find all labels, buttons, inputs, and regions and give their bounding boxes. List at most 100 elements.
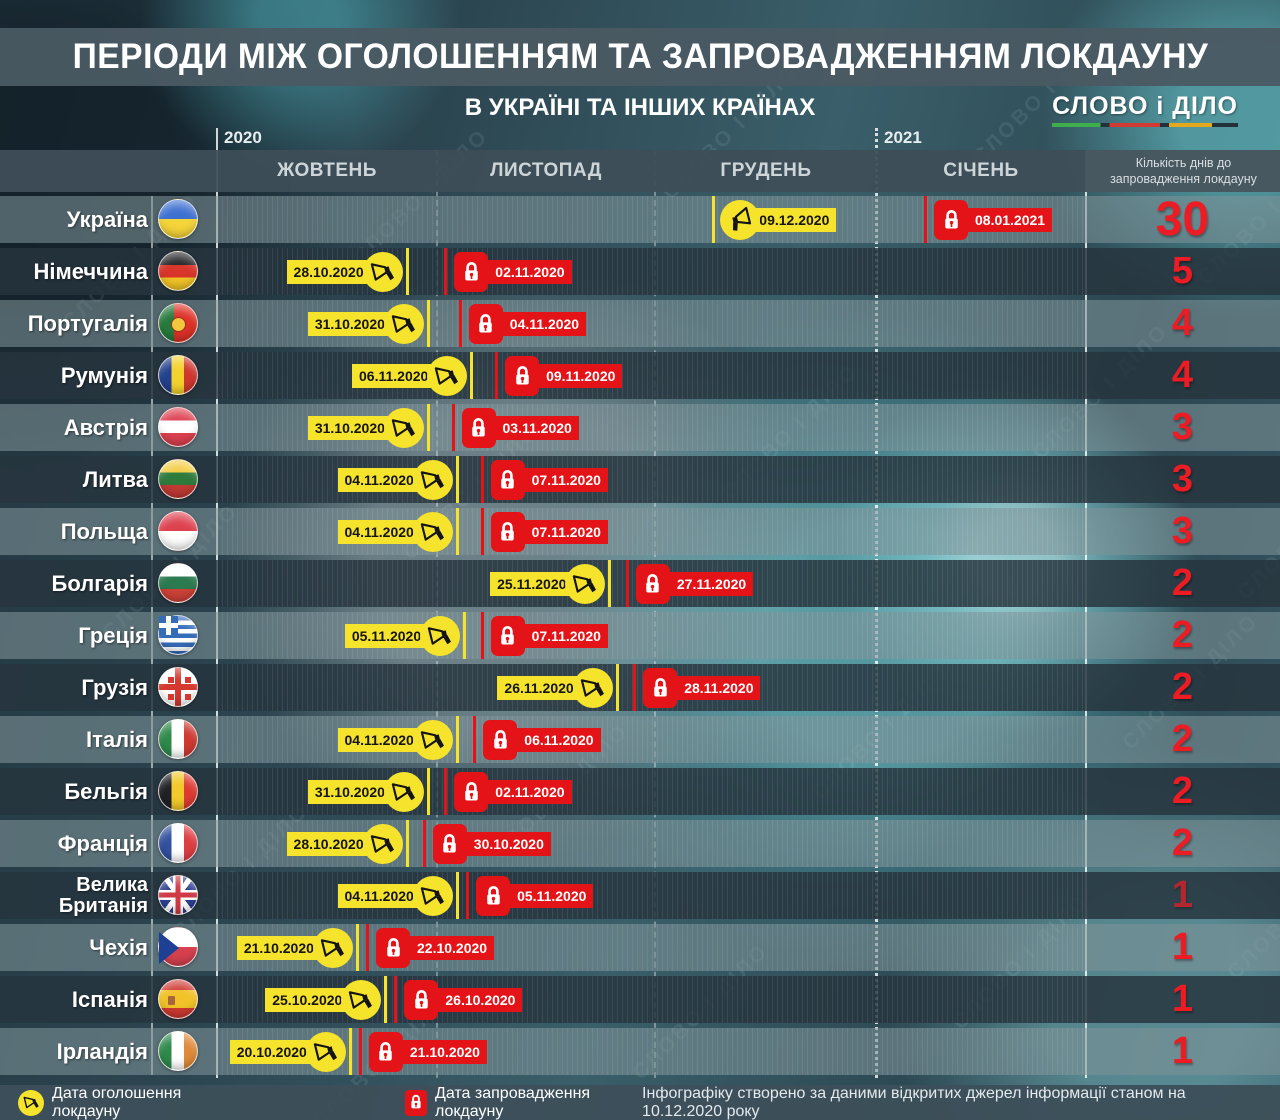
country-row-greece: Греція 05.11.2020 07.11.2020 2 xyxy=(0,612,1280,659)
lock-icon xyxy=(490,615,525,656)
megaphone-icon xyxy=(572,667,613,708)
country-label: Румунія xyxy=(60,363,148,388)
announce-marker: 04.11.2020 xyxy=(337,508,459,555)
lockdown-date-line xyxy=(422,820,426,867)
lock-icon xyxy=(454,251,489,292)
days-count: 3 xyxy=(1171,406,1194,448)
announce-date-line xyxy=(384,976,388,1023)
row-band xyxy=(0,248,1280,295)
row-band xyxy=(0,352,1280,399)
lockdown-date: 08.01.2021 xyxy=(968,207,1053,232)
year-label-2021: 2021 xyxy=(884,128,922,147)
days-count: 5 xyxy=(1171,250,1194,292)
lock-icon xyxy=(461,407,496,448)
days-count: 2 xyxy=(1171,718,1194,760)
lockdown-date: 30.10.2020 xyxy=(466,831,551,856)
lockdown-marker: 03.11.2020 xyxy=(451,404,579,451)
announce-date: 05.11.2020 xyxy=(344,623,429,648)
source-note: Інфографіку створено за даними відкритих… xyxy=(642,1084,1186,1120)
lockdown-marker: 02.11.2020 xyxy=(444,248,572,295)
lockdown-date-line xyxy=(458,300,462,347)
announce-date: 04.11.2020 xyxy=(337,467,421,492)
megaphone-icon xyxy=(565,563,606,604)
brand-logo: СЛОВО і ДІЛО xyxy=(1052,92,1238,127)
announce-marker: 04.11.2020 xyxy=(337,456,459,503)
days-count: 1 xyxy=(1171,874,1194,916)
country-row-ukraine: Україна 09.12.2020 08.01.2021 30 xyxy=(0,193,1280,246)
lock-icon xyxy=(643,667,678,708)
megaphone-icon xyxy=(383,407,424,448)
legend-lockdown-label: Дата запровадження локдауну xyxy=(435,1084,591,1120)
announce-marker: 25.11.2020 xyxy=(490,560,612,607)
lockdown-marker: 09.11.2020 xyxy=(495,352,623,399)
month-header-october: ЖОВТЕНЬ xyxy=(277,160,377,181)
megaphone-icon xyxy=(312,927,353,968)
row-band xyxy=(0,976,1280,1023)
row-band xyxy=(0,612,1280,659)
megaphone-icon xyxy=(412,459,453,500)
country-row-romania: Румунія 06.11.2020 09.11.2020 4 xyxy=(0,352,1280,399)
announce-date: 04.11.2020 xyxy=(337,883,421,908)
announce-marker: 21.10.2020 xyxy=(236,924,359,971)
title-band: ПЕРІОДИ МІЖ ОГОЛОШЕННЯМ ТА ЗАПРОВАДЖЕННЯ… xyxy=(0,28,1280,86)
announce-date: 04.11.2020 xyxy=(337,519,421,544)
megaphone-icon xyxy=(427,355,468,396)
country-row-austria: Австрія 31.10.2020 03.11.2020 3 xyxy=(0,404,1280,451)
country-row-poland: Польща 04.11.2020 07.11.2020 3 xyxy=(0,508,1280,555)
country-label: Австрія xyxy=(63,415,148,440)
legend-announce: Дата оголошення локдауну xyxy=(18,1085,235,1120)
lockdown-date-line xyxy=(366,924,369,971)
footer-band: Дата оголошення локдауну Дата запровадже… xyxy=(0,1085,1280,1120)
lockdown-date-line xyxy=(633,664,637,711)
announce-date-line xyxy=(405,248,409,295)
announce-marker: 26.11.2020 xyxy=(497,664,619,711)
announce-date-line xyxy=(463,612,467,659)
announce-date-line xyxy=(712,196,716,243)
days-count: 3 xyxy=(1171,458,1194,500)
megaphone-icon xyxy=(720,199,761,240)
lockdown-date-line xyxy=(444,768,448,815)
announce-date: 31.10.2020 xyxy=(307,415,392,440)
flag-ukraine-icon xyxy=(158,199,198,239)
row-band xyxy=(0,820,1280,867)
country-label: Україна xyxy=(66,207,148,232)
days-count: 2 xyxy=(1171,770,1194,812)
country-row-italy: Італія 04.11.2020 06.11.2020 2 xyxy=(0,716,1280,763)
lock-icon xyxy=(468,303,503,344)
announce-marker: 20.10.2020 xyxy=(229,1028,352,1075)
lockdown-date-line xyxy=(924,196,927,243)
flag-france-icon xyxy=(158,823,198,863)
megaphone-icon xyxy=(362,251,403,292)
lockdown-date: 27.11.2020 xyxy=(669,571,754,596)
country-row-spain: Іспанія 25.10.2020 26.10.2020 1 xyxy=(0,976,1280,1023)
lockdown-marker: 07.11.2020 xyxy=(480,508,608,555)
brand-logo-underline xyxy=(1052,123,1238,127)
lockdown-date: 21.10.2020 xyxy=(402,1039,487,1064)
country-row-uk: Велика Британія 04.11.2020 05.11.2020 1 xyxy=(0,872,1280,919)
lock-icon xyxy=(490,459,525,500)
megaphone-icon xyxy=(305,1031,346,1072)
lock-icon xyxy=(376,927,410,968)
flag-bulgaria-icon xyxy=(158,563,198,603)
lockdown-date: 06.11.2020 xyxy=(517,727,601,752)
lockdown-date-line xyxy=(495,352,499,399)
country-label: Польща xyxy=(60,519,148,544)
flag-lithuania-icon xyxy=(158,459,198,499)
announce-date: 25.11.2020 xyxy=(490,571,574,596)
country-label: Велика Британія xyxy=(58,873,148,917)
announce-date: 28.10.2020 xyxy=(286,831,371,856)
flag-italy-icon xyxy=(158,719,198,759)
announce-date: 25.10.2020 xyxy=(265,987,350,1012)
announce-marker: 05.11.2020 xyxy=(344,612,467,659)
lockdown-marker: 06.11.2020 xyxy=(473,716,601,763)
row-band xyxy=(0,924,1280,971)
announce-marker: 31.10.2020 xyxy=(307,404,430,451)
lockdown-date: 05.11.2020 xyxy=(510,883,594,908)
announce-date-line xyxy=(348,1028,352,1075)
brand-logo-text: СЛОВО і ДІЛО xyxy=(1052,92,1238,120)
row-band xyxy=(0,508,1280,555)
flag-germany-icon xyxy=(158,251,198,291)
announce-date: 20.10.2020 xyxy=(229,1039,314,1064)
page-subtitle: В УКРАЇНІ ТА ІНШИХ КРАЇНАХ xyxy=(464,94,816,121)
